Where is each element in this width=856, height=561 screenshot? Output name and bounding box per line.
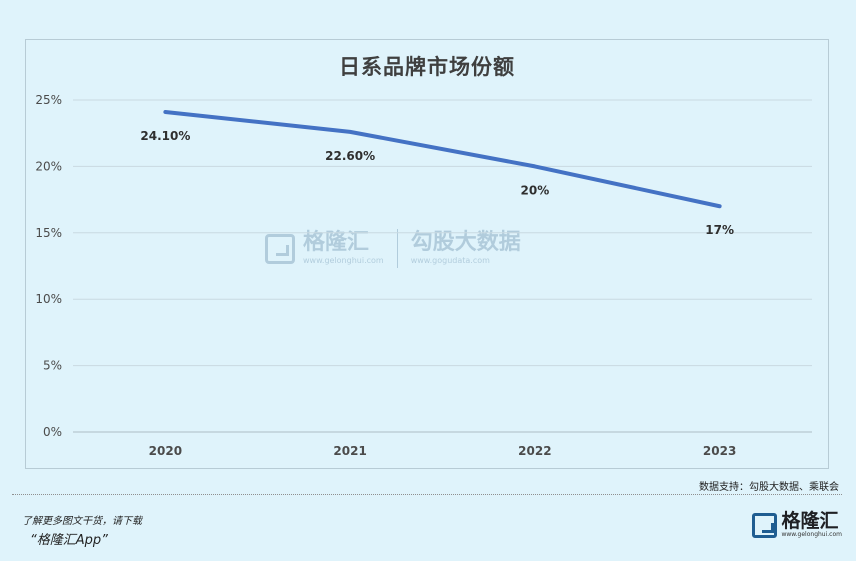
brand-url: www.gelonghui.com	[781, 531, 842, 538]
data-label: 22.60%	[325, 149, 375, 163]
download-app-name: “格隆汇App”	[30, 533, 108, 548]
y-tick-label: 10%	[35, 292, 62, 306]
data-source-note: 数据支持：勾股大数据、乘联会	[699, 482, 839, 493]
y-tick-label: 15%	[35, 226, 62, 240]
y-tick-label: 25%	[35, 93, 62, 107]
data-label: 17%	[705, 223, 734, 237]
x-tick-label: 2022	[518, 444, 551, 458]
x-tick-label: 2021	[333, 444, 366, 458]
watermark-right-url: www.gogudata.com	[410, 256, 490, 265]
gelonghui-logo-icon	[752, 512, 778, 538]
gelonghui-watermark-text: 格隆汇 www.gelonghui.com	[303, 232, 384, 265]
watermark-separator	[396, 229, 398, 268]
series-line	[163, 109, 722, 209]
watermark-left-url: www.gelonghui.com	[303, 256, 384, 265]
watermark-left-name: 格隆汇	[303, 230, 370, 255]
chart-panel	[25, 39, 829, 469]
watermark-right-name: 勾股大数据	[410, 230, 521, 255]
brand-logo: 格隆汇 www.gelonghui.com	[752, 512, 842, 538]
brand-name: 格隆汇	[781, 510, 839, 532]
brand-text: 格隆汇 www.gelonghui.com	[781, 512, 842, 538]
chart-title: 日系品牌市场份额	[339, 54, 515, 79]
watermark: 格隆汇 www.gelonghui.com 勾股大数据 www.gogudata…	[265, 229, 521, 268]
data-label: 20%	[521, 183, 550, 197]
data-label: 24.10%	[140, 129, 190, 143]
gogudata-watermark-text: 勾股大数据 www.gogudata.com	[411, 232, 521, 265]
footer-divider	[12, 494, 842, 495]
y-tick-label: 0%	[43, 425, 62, 439]
gelonghui-watermark-icon	[265, 233, 295, 264]
x-tick-label: 2020	[149, 444, 182, 458]
y-tick-label: 20%	[35, 159, 62, 173]
download-promo: 了解更多图文干货，请下载	[22, 516, 142, 527]
x-tick-label: 2023	[703, 444, 736, 458]
y-tick-label: 5%	[43, 359, 62, 373]
